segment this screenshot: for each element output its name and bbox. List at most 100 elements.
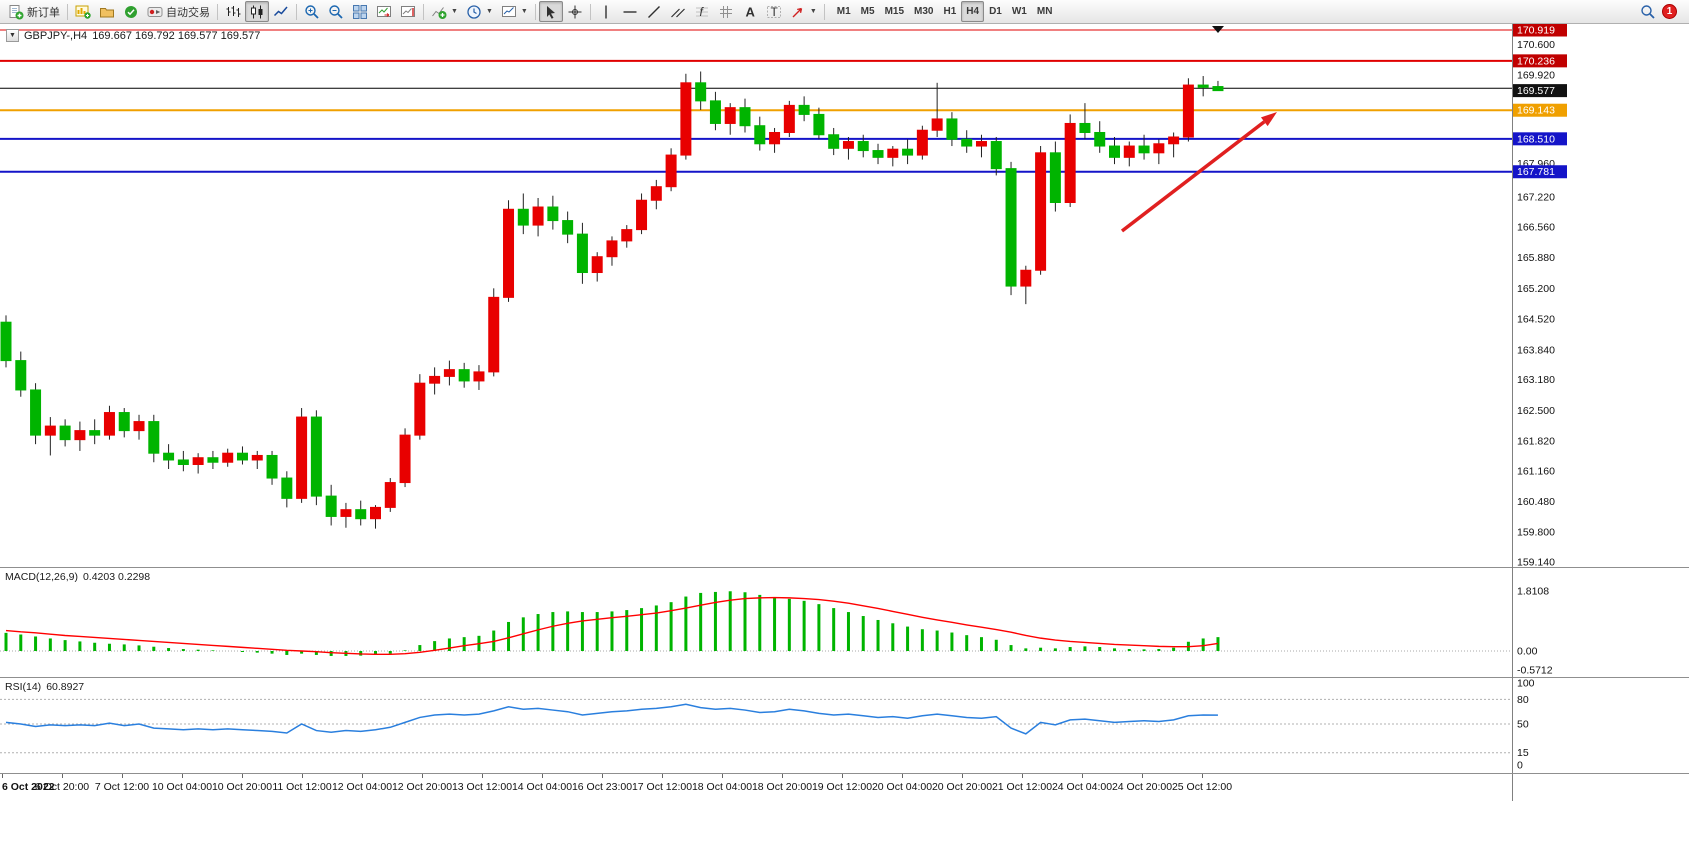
zoom-in-button[interactable] [300,1,324,22]
toolbar-separator [823,3,825,20]
channel-tool-button[interactable] [666,1,690,22]
indicators-button[interactable]: ▼ [427,1,462,22]
line-chart-button[interactable] [269,1,293,22]
autotrade-button[interactable]: 自动交易 [143,1,214,22]
timeframe-button-m15[interactable]: M15 [884,6,905,17]
candle-body [488,296,500,373]
candlestick-chart-button[interactable] [245,1,269,22]
one-click-trading-toggle[interactable]: ▼ [6,29,19,42]
candle-body [621,229,633,242]
time-axis-label: 17 Oct 12:00 [631,781,693,793]
text-tool-button[interactable]: A [738,1,762,22]
search-icon[interactable] [1640,4,1656,20]
rsi-indicator-pane[interactable]: 100 80 50 150 [0,677,1689,773]
timeframe-button-m30[interactable]: M30 [914,6,934,17]
rsi-line [5,703,1218,735]
timeframe-button-h1[interactable]: H1 [943,6,957,17]
svg-text:A: A [745,4,755,19]
price-marker-label: 169.577 [1517,85,1555,97]
rsi-header: RSI(14) 60.8927 [5,681,84,693]
timeframe-button-m5[interactable]: M5 [860,6,875,17]
grid-tool-button[interactable] [714,1,738,22]
auto-scroll-button[interactable] [372,1,396,22]
candle-body [1109,145,1120,158]
trend-arrow-head[interactable] [1260,112,1277,127]
dropdown-caret-icon: ▼ [809,8,817,15]
time-axis[interactable]: 6 Oct 2022 6 Oct 20:00 7 Oct 12:00 10 Oct 0… [0,773,1689,801]
arrows-tool-button[interactable]: ▼ [786,1,821,22]
chart-header: ▼ GBPJPY-,H4 169.667 169.792 169.577 169… [6,29,260,42]
price-tick-label: 163.840 [1517,344,1555,356]
notifications-button[interactable] [119,1,143,22]
price-tick-label: 170.600 [1517,39,1555,51]
candle-body [133,421,145,432]
zoom-out-icon [328,4,344,20]
time-axis-tick [482,774,483,778]
candle-body [89,430,101,436]
time-axis-label: 20 Oct 04:00 [871,781,933,793]
timeframe-button-mn[interactable]: MN [1036,6,1053,17]
time-axis-tick [1142,774,1143,778]
candle-body [1138,145,1150,154]
candle-body [754,125,766,145]
candle-body [399,434,411,484]
candle-body [961,138,973,147]
label-tool-button[interactable]: T [762,1,786,22]
cursor-tool-button[interactable] [538,1,563,22]
time-axis-tick [242,774,243,778]
horizontal-line-icon [622,4,638,20]
macd-indicator-pane[interactable]: 1.8108 0.00 -0.5712 [0,567,1689,677]
chart-shift-button[interactable] [396,1,420,22]
timeframe-button-d1[interactable]: D1 [989,6,1002,17]
bar-chart-button[interactable] [221,1,245,22]
candle-body [769,131,781,145]
profiles-button[interactable] [95,1,119,22]
price-marker-label: 169.143 [1517,105,1555,117]
timeframe-button-m1[interactable]: M1 [836,6,851,17]
toolbar-separator [217,3,218,20]
price-tick-label: 165.200 [1517,283,1555,295]
timeframe-button-w1[interactable]: W1 [1011,6,1027,17]
fibonacci-tool-button[interactable]: f [690,1,714,22]
text-label-icon: T [766,4,782,20]
clock-icon [466,4,482,20]
trendline-tool-button[interactable] [642,1,666,22]
candle-body [251,454,263,461]
new-order-icon [8,4,24,20]
new-chart-button[interactable] [71,1,95,22]
timeframe-button-h4[interactable]: H4 [961,1,985,22]
zoom-out-button[interactable] [324,1,348,22]
trendline-icon [646,4,662,20]
candle-body [591,256,603,274]
templates-button[interactable]: ▼ [497,1,532,22]
crosshair-tool-button[interactable] [563,1,587,22]
time-axis-label: 18 Oct 04:00 [691,781,753,793]
toolbar-separator [534,3,536,20]
new-order-button[interactable]: 新订单 [4,1,64,22]
candle-body [103,412,115,436]
candle-body [532,206,544,226]
horizontal-line-tool-button[interactable] [618,1,642,22]
price-tick-label: 167.220 [1517,192,1555,204]
rsi-indicator-name: RSI(14) [5,681,42,693]
zoom-in-icon [304,4,320,20]
rsi-axis-label: 0 [1517,760,1523,772]
time-axis-label: 19 Oct 12:00 [811,781,873,793]
toolbar-separator [67,3,68,20]
time-axis-label: 25 Oct 12:00 [1171,781,1233,793]
notification-badge[interactable]: 1 [1662,4,1677,19]
price-chart-pane[interactable]: 170.600169.920167.960167.220166.560165.8… [0,24,1689,567]
tile-windows-button[interactable] [348,1,372,22]
price-tick-label: 169.920 [1517,70,1555,82]
autotrade-icon [147,4,163,20]
time-axis-tick [602,774,603,778]
periods-button[interactable]: ▼ [462,1,497,22]
bar-chart-icon [225,4,241,20]
trend-arrow-line[interactable] [1120,120,1266,233]
price-marker-label: 168.510 [1517,133,1555,145]
rsi-axis-label: 80 [1517,694,1529,706]
dropdown-caret-icon: ▼ [520,8,528,15]
candle-body [680,82,692,156]
price-tick-label: 164.520 [1517,314,1555,326]
vertical-line-tool-button[interactable] [594,1,618,22]
